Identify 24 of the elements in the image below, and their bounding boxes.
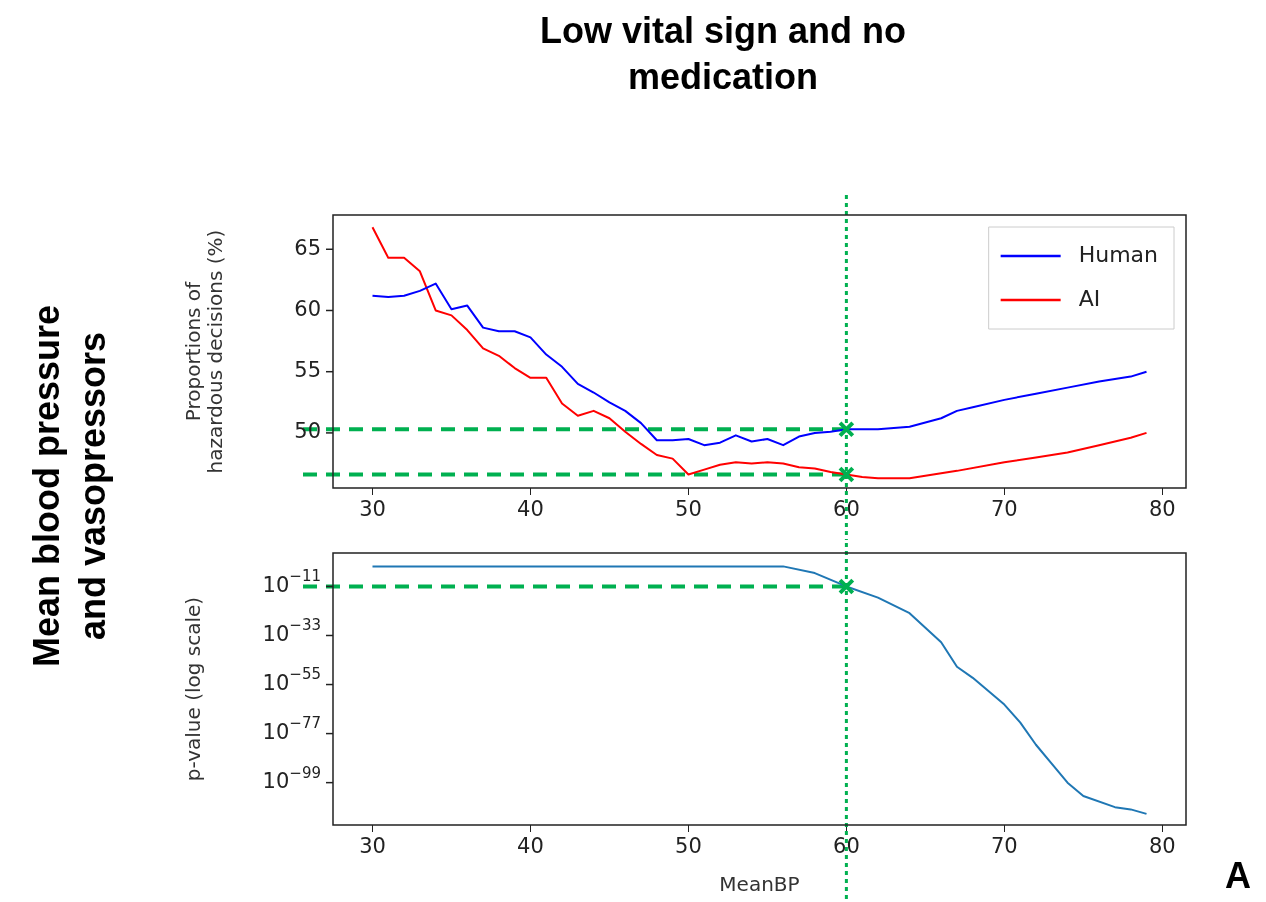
text: Mean blood pressure and vasopressors	[25, 303, 114, 670]
x-tick-label: 70	[990, 497, 1018, 522]
x-tick-label: 80	[1148, 497, 1176, 522]
y-axis-title: Proportions of hazardous decisions (%)	[181, 229, 228, 474]
legend-label: Human	[1078, 241, 1158, 267]
y-tick-label: 50	[294, 419, 322, 444]
y-tick-label: 55	[294, 358, 322, 383]
y-axis-title: p-value (log scale)	[181, 596, 206, 782]
x-tick-label: 30	[359, 834, 386, 859]
text: A	[1225, 855, 1251, 897]
x-tick-label: 40	[517, 834, 544, 859]
x-tick-label: 30	[359, 497, 386, 522]
x-tick-label: 60	[833, 497, 860, 522]
x-tick-label: 40	[517, 497, 544, 522]
x-tick-label: 80	[1148, 834, 1176, 859]
x-axis-title: MeanBP	[719, 872, 800, 897]
legend-label: AI	[1078, 285, 1101, 311]
x-tick-label: 60	[833, 834, 860, 859]
y-tick-label: 60	[294, 296, 322, 321]
x-tick-label: 50	[675, 834, 702, 859]
chart-title: Low vital sign and no medication	[539, 9, 907, 99]
x-tick-label: 70	[990, 834, 1018, 859]
y-tick-label: 65	[294, 235, 322, 260]
x-tick-label: 50	[675, 497, 702, 522]
